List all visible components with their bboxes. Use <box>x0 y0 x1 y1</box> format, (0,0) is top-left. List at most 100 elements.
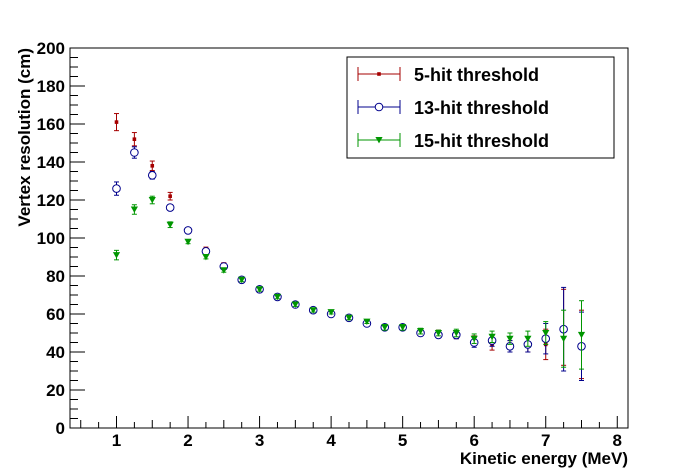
x-tick-label: 4 <box>326 431 336 450</box>
series-15-hit-marker <box>130 206 138 213</box>
x-axis: 1 2 3 4 5 6 7 8 <box>80 416 622 450</box>
data-point <box>381 323 389 331</box>
data-point <box>345 314 353 322</box>
series-15-hit-marker <box>524 335 532 343</box>
y-axis-title: Vertex resolution (cm) <box>15 48 34 227</box>
series-15-hit-marker <box>470 335 478 343</box>
series-15-hit-marker <box>309 307 317 314</box>
y-tick-label: 40 <box>46 343 65 362</box>
data-point <box>112 181 121 196</box>
x-axis-title: Kinetic energy (MeV) <box>460 449 628 468</box>
series-15-hit-marker <box>202 254 210 261</box>
data-point <box>112 249 121 261</box>
series-13-hit-marker <box>147 171 157 180</box>
x-tick-label: 5 <box>398 431 407 450</box>
series-15-hit-marker <box>416 328 425 335</box>
series-13-hit-marker <box>112 184 121 193</box>
series-15-hit-marker <box>542 330 550 337</box>
series-15-hit-marker <box>238 276 246 284</box>
data-point <box>202 254 210 261</box>
series-5-hit-marker <box>168 194 172 198</box>
y-tick-label: 100 <box>37 229 65 248</box>
series-15-hit-marker <box>345 314 353 322</box>
y-axis: 0 20 40 60 80 100 120 140 160 180 200 <box>37 39 85 438</box>
data-point <box>577 300 586 370</box>
y-tick-label: 180 <box>37 77 65 96</box>
data-point <box>506 332 514 345</box>
series-13-hit <box>112 146 586 381</box>
x-tick-label: 2 <box>183 431 192 450</box>
data-point <box>238 276 246 284</box>
series-15-hit-marker <box>577 331 586 339</box>
series-15-hit-marker <box>273 293 282 301</box>
data-point <box>470 333 478 344</box>
legend-marker <box>377 72 381 76</box>
series-15-hit-marker <box>112 252 121 259</box>
legend-entry-5-hit: 5-hit threshold <box>357 65 539 85</box>
data-point <box>434 329 443 337</box>
data-point <box>131 132 137 147</box>
series-13-hit-marker <box>165 203 175 212</box>
series-15-hit-marker <box>399 324 407 331</box>
series-15-hit-marker <box>434 330 443 337</box>
data-point <box>363 318 371 325</box>
data-point <box>542 321 550 345</box>
y-tick-label: 80 <box>46 267 65 286</box>
data-point <box>149 160 155 172</box>
data-point <box>147 171 157 180</box>
legend-label: 15-hit threshold <box>414 131 549 151</box>
data-point <box>291 301 299 308</box>
y-tick-label: 140 <box>37 153 65 172</box>
data-point <box>273 293 282 301</box>
series-15-hit-marker <box>291 301 299 308</box>
y-tick-label: 120 <box>37 191 65 210</box>
series-13-hit-marker <box>130 148 139 157</box>
legend-label: 5-hit threshold <box>414 65 539 85</box>
series-13-hit-marker <box>201 247 211 256</box>
data-point <box>488 330 496 343</box>
y-tick-label: 200 <box>37 39 65 58</box>
x-tick-label: 8 <box>613 431 622 450</box>
data-point <box>452 328 460 338</box>
series-15-hit-marker <box>452 330 460 337</box>
data-point <box>399 323 407 331</box>
series-15-hit-marker <box>220 267 228 274</box>
data-point <box>148 195 156 205</box>
x-tick-label: 3 <box>255 431 264 450</box>
series-5-hit-marker <box>132 137 137 141</box>
legend-entry-13-hit: 13-hit threshold <box>357 98 549 118</box>
series-15-hit-marker <box>166 221 174 229</box>
y-tick-label: 60 <box>46 305 65 324</box>
data-point <box>165 203 175 212</box>
series-13-hit-marker <box>183 226 193 235</box>
x-tick-label: 6 <box>469 431 478 450</box>
series-15-hit-marker <box>488 333 496 341</box>
data-point <box>327 309 335 316</box>
legend-entry-15-hit: 15-hit threshold <box>357 131 549 151</box>
x-tick-label: 7 <box>541 431 550 450</box>
data-point <box>183 226 193 235</box>
x-tick-label: 1 <box>112 431 121 450</box>
data-point <box>309 307 317 314</box>
series-15-hit <box>112 195 586 370</box>
legend-marker <box>374 102 384 112</box>
series-15-hit-marker <box>560 335 568 343</box>
data-point <box>167 191 173 201</box>
series-15-hit-marker <box>506 335 514 343</box>
legend-marker <box>375 137 383 144</box>
series-15-hit-marker <box>148 197 156 204</box>
series-5-hit-marker <box>150 164 155 168</box>
series-15-hit-marker <box>363 318 371 325</box>
series-15-hit-marker <box>327 309 335 316</box>
data-point <box>184 238 192 246</box>
data-point <box>524 330 532 347</box>
legend: 5-hit threshold 13-hit threshold 15-hit th… <box>346 56 615 159</box>
series-layer <box>112 113 586 381</box>
legend-label: 13-hit threshold <box>414 98 549 118</box>
data-point <box>130 146 139 159</box>
y-tick-label: 20 <box>46 381 65 400</box>
series-15-hit-marker <box>381 324 389 331</box>
y-tick-label: 160 <box>37 115 65 134</box>
data-point <box>416 327 425 335</box>
